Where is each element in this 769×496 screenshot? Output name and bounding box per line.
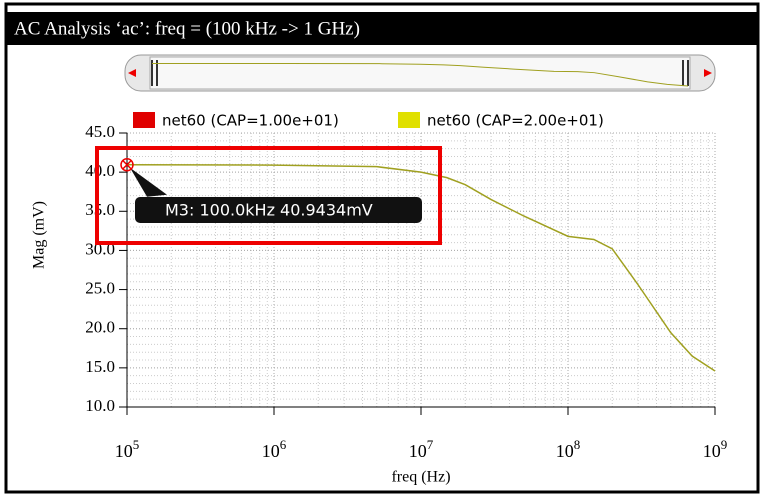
x-tick-label: 107 (409, 437, 434, 461)
y-tick-label: 10.0 (85, 396, 115, 415)
series-line (126, 164, 716, 372)
y-axis-label: Mag (mV) (31, 201, 48, 269)
legend-swatch (398, 112, 420, 128)
x-tick-base: 10 (703, 441, 721, 461)
x-tick-exponent: 7 (427, 437, 434, 452)
overview-line (151, 62, 689, 87)
y-tick-label: 40.0 (85, 161, 115, 180)
x-tick-label: 105 (115, 437, 140, 461)
x-tick-base: 10 (262, 441, 280, 461)
overview-bar[interactable] (124, 54, 716, 92)
y-tick-label: 20.0 (85, 318, 115, 337)
y-tick-label: 25.0 (85, 278, 115, 297)
marker-pointer (130, 167, 167, 197)
x-tick-base: 10 (556, 441, 574, 461)
highlight-box (95, 146, 442, 245)
x-tick-exponent: 8 (574, 437, 581, 452)
y-tick-label: 45.0 (85, 122, 115, 141)
x-axis-label: freq (Hz) (391, 469, 450, 486)
y-tick-label: 15.0 (85, 357, 115, 376)
overview-arrow (704, 69, 712, 77)
legend-label: net60 (CAP=1.00e+01) (162, 112, 339, 130)
window-title: AC Analysis ‘ac’: freq = (100 kHz -> 1 G… (14, 18, 360, 39)
x-tick-exponent: 9 (721, 437, 728, 452)
x-tick-exponent: 5 (133, 437, 140, 452)
overview-window (149, 56, 691, 90)
x-tick-label: 109 (703, 437, 728, 461)
x-tick-label: 106 (262, 437, 287, 461)
legend-swatch (133, 112, 155, 128)
marker-point (120, 158, 134, 172)
marker-cross (122, 160, 132, 170)
y-tick-label: 35.0 (85, 200, 115, 219)
x-tick-base: 10 (409, 441, 427, 461)
legend-label: net60 (CAP=2.00e+01) (427, 112, 604, 130)
marker-label: M3: 100.0kHz 40.9434mV (165, 201, 373, 220)
x-tick-label: 108 (556, 437, 581, 461)
x-tick-base: 10 (115, 441, 133, 461)
title-bar (6, 12, 758, 45)
x-tick-exponent: 6 (280, 437, 287, 452)
overview-arrow (128, 69, 136, 77)
marker-tooltip (135, 197, 422, 223)
